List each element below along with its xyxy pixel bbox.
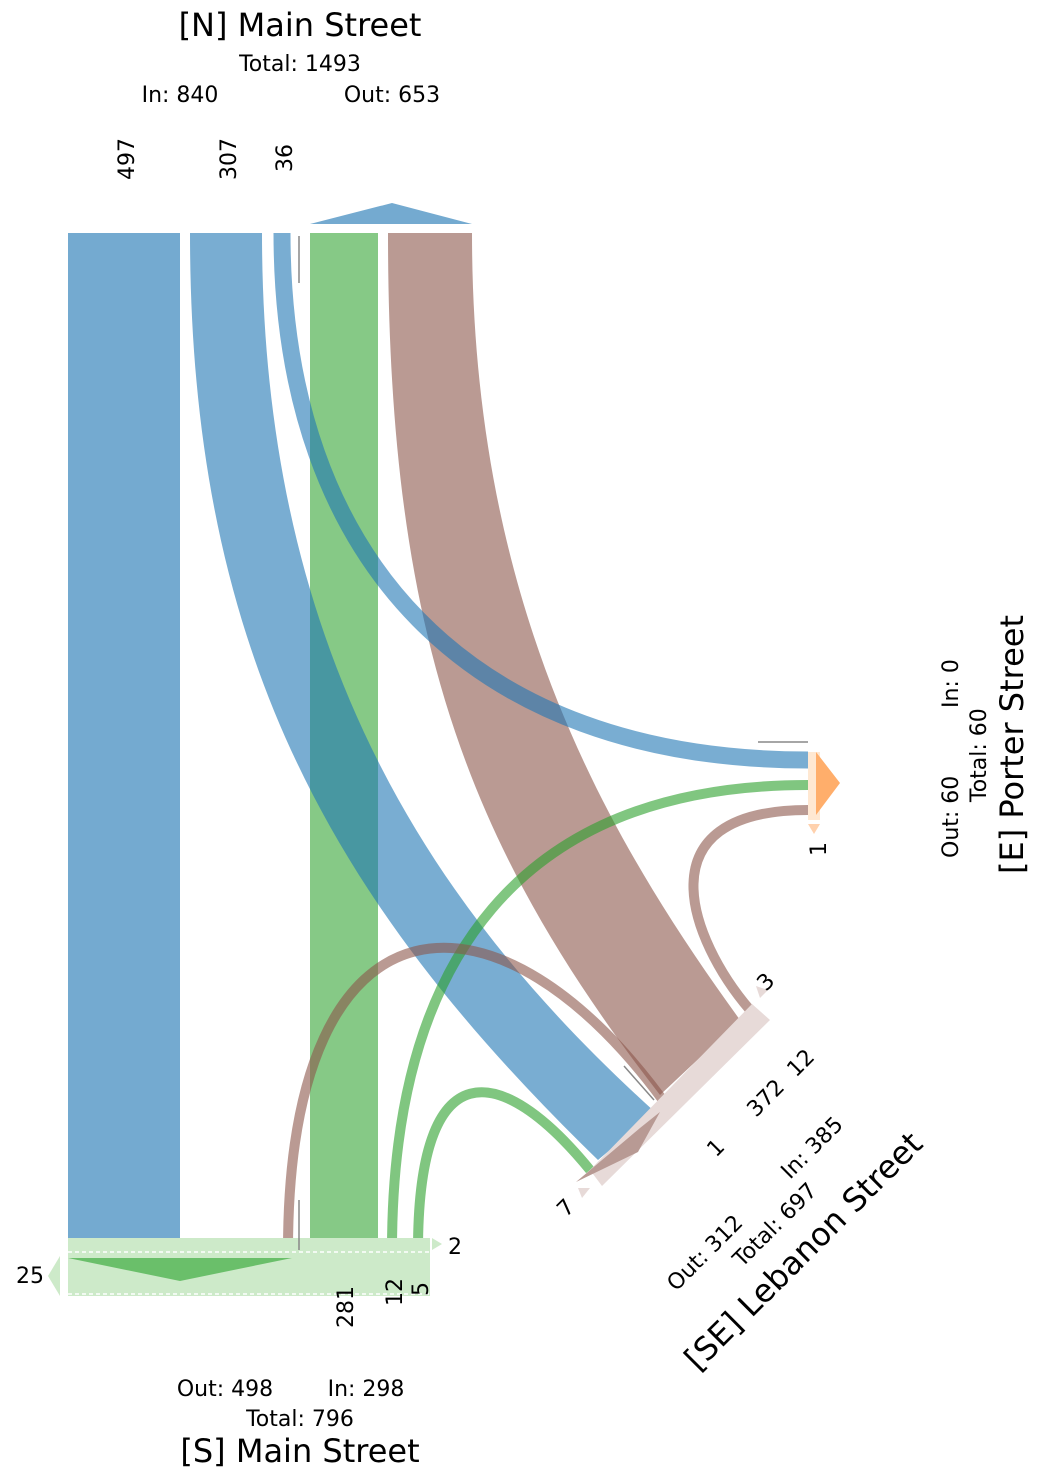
southeast-flow-label-3: 372 xyxy=(743,1075,790,1122)
southeast-small-arrow-1 xyxy=(756,986,768,998)
east-leg: 1 In: 0 Total: 60 Out: 60 [E] Porter Str… xyxy=(758,615,1031,874)
southeast-marker-line xyxy=(623,1065,655,1101)
southeast-flow-label-2: 12 xyxy=(783,1045,820,1082)
flow-ribbons xyxy=(68,232,809,1251)
north-flow-label-1: 497 xyxy=(115,138,140,180)
east-out: Out: 60 xyxy=(939,776,964,858)
flow-south-to-east xyxy=(387,780,809,1251)
east-flow-label-1: 1 xyxy=(807,842,832,856)
south-left-arrow xyxy=(48,1256,60,1296)
flow-southeast-to-south xyxy=(283,942,675,1251)
southeast-flow-label-4: 1 xyxy=(703,1135,731,1163)
south-flow-label-2: 2 xyxy=(448,1235,462,1260)
east-inbound-arrow xyxy=(816,752,840,815)
south-out: Out: 498 xyxy=(177,1377,273,1402)
east-in: In: 0 xyxy=(939,659,964,708)
south-right-arrow xyxy=(432,1238,442,1250)
north-outbound-arrow xyxy=(310,203,472,224)
south-flow-label-1: 25 xyxy=(16,1264,44,1289)
flow-north-to-east xyxy=(273,232,809,769)
southeast-flow-label-5: 7 xyxy=(553,1195,581,1223)
south-flow-label-5: 5 xyxy=(409,1282,434,1296)
flow-southeast-to-north xyxy=(388,233,740,1095)
flow-north-to-southeast xyxy=(190,233,655,1160)
north-title: [N] Main Street xyxy=(179,6,422,44)
north-out: Out: 653 xyxy=(344,83,440,108)
southeast-flow-label-1: 3 xyxy=(753,969,781,997)
southeast-inbound-arrow xyxy=(576,1112,660,1182)
east-total: Total: 60 xyxy=(967,708,992,803)
south-leg: 25 2 281 12 5 Out: 498 In: 298 Total: 79… xyxy=(16,1200,462,1470)
southeast-small-arrow-2 xyxy=(578,1188,590,1198)
south-in: In: 298 xyxy=(328,1377,405,1402)
east-title: [E] Porter Street xyxy=(993,615,1031,874)
north-in: In: 840 xyxy=(142,83,219,108)
southeast-in: In: 385 xyxy=(777,1112,849,1184)
flow-southeast-to-east xyxy=(688,805,809,1014)
east-small-arrow xyxy=(808,824,820,834)
south-flow-label-4: 12 xyxy=(383,1278,408,1306)
south-inbound-arrow xyxy=(68,1258,292,1281)
south-title: [S] Main Street xyxy=(180,1432,419,1470)
north-flow-label-3: 36 xyxy=(273,144,298,172)
flow-north-to-south xyxy=(68,233,180,1250)
south-flow-label-3: 281 xyxy=(334,1286,359,1328)
north-flow-label-2: 307 xyxy=(217,138,242,180)
north-total: Total: 1493 xyxy=(238,52,361,77)
north-leg: [N] Main Street Total: 1493 In: 840 Out:… xyxy=(115,6,472,283)
flow-south-to-southeast xyxy=(413,1087,594,1251)
south-total: Total: 796 xyxy=(245,1407,354,1432)
